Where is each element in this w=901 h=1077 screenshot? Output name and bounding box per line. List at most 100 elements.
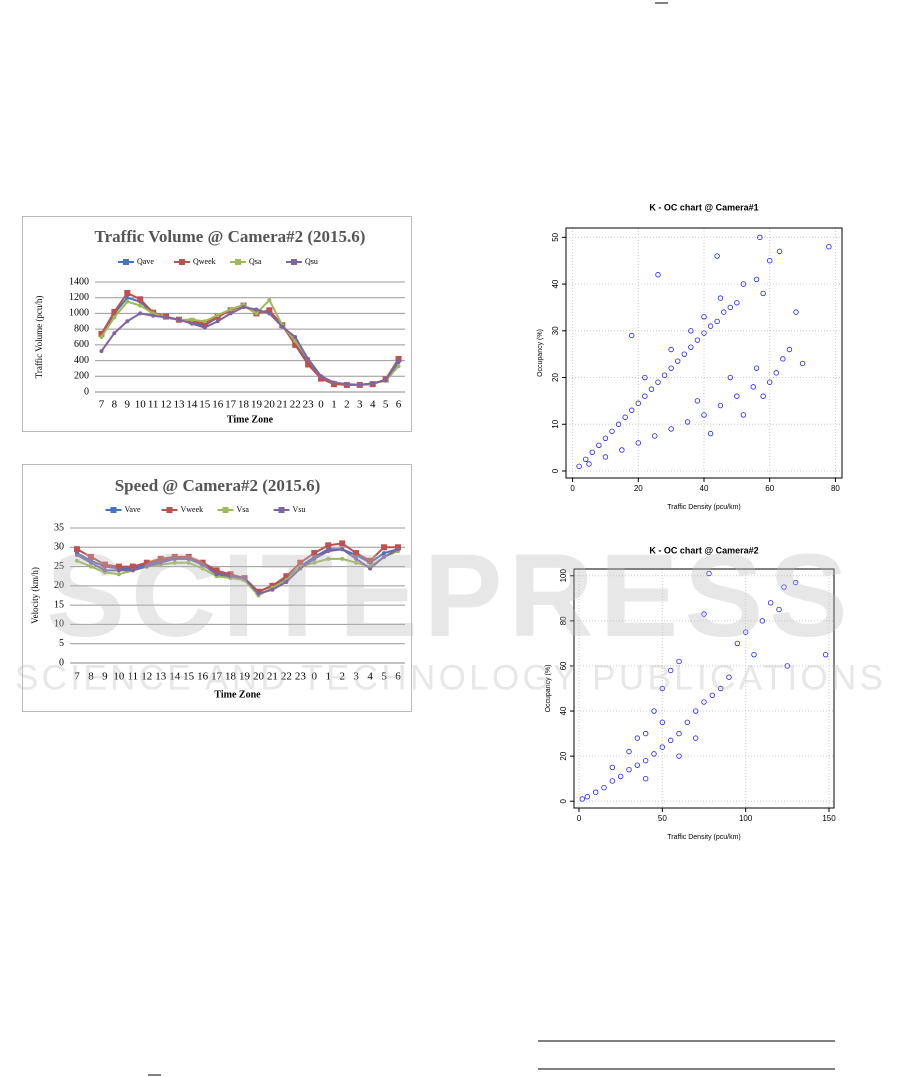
data-point <box>781 584 787 590</box>
x-tick-label: 20 <box>264 399 276 411</box>
data-point <box>642 757 649 764</box>
legend-marker <box>179 259 185 265</box>
data-point <box>189 321 194 326</box>
y-tick-label: 0 <box>551 468 560 473</box>
data-point <box>99 349 104 354</box>
data-point <box>773 370 779 376</box>
data-point <box>306 357 311 361</box>
x-tick-label: 15 <box>199 399 211 411</box>
data-point <box>706 570 712 577</box>
data-point <box>214 572 219 577</box>
data-point <box>74 558 79 563</box>
data-point <box>727 374 733 381</box>
data-point <box>202 325 207 330</box>
data-point <box>353 550 360 557</box>
y-axis-label: Occupancy (%) <box>537 329 544 377</box>
data-point <box>381 544 388 551</box>
data-point <box>589 449 595 455</box>
data-point <box>213 567 220 574</box>
x-tick-label: 20 <box>253 671 265 683</box>
chart-frame <box>22 464 412 712</box>
data-point <box>626 766 632 773</box>
data-point <box>688 328 694 334</box>
data-point <box>615 421 622 427</box>
x-tick-label: 23 <box>303 399 315 411</box>
x-tick-label: 13 <box>155 671 167 683</box>
data-point <box>176 317 181 322</box>
data-point <box>767 600 774 606</box>
data-point <box>609 778 616 784</box>
x-tick-label: 12 <box>161 399 172 411</box>
data-point <box>721 309 727 315</box>
data-point <box>684 719 691 726</box>
data-point <box>652 433 658 439</box>
y-tick-label: 15 <box>54 599 64 610</box>
x-tick-label: 3 <box>357 399 363 411</box>
data-point <box>629 407 635 413</box>
data-point <box>688 344 694 350</box>
data-point <box>717 685 724 692</box>
x-tick-label: 100 <box>739 814 753 823</box>
data-point <box>130 568 135 573</box>
data-point <box>655 272 661 278</box>
y-tick-label: 20 <box>551 373 560 382</box>
data-point <box>201 320 208 327</box>
x-tick-label: 22 <box>281 671 292 683</box>
data-point <box>318 375 325 382</box>
data-point <box>396 358 401 363</box>
watermark-subtitle: SCIENCE AND TECHNOLOGY PUBLICATIONS <box>15 658 885 697</box>
x-tick-label: 16 <box>197 671 209 683</box>
data-point <box>701 314 707 320</box>
data-point <box>776 606 782 613</box>
y-axis-label: Occupancy (%) <box>545 665 552 713</box>
legend-label: Qsu <box>305 257 318 266</box>
data-point <box>579 796 586 802</box>
y-tick-label: 600 <box>74 339 89 350</box>
data-point <box>767 258 773 264</box>
x-tick-label: 6 <box>396 399 402 411</box>
y-tick-label: 40 <box>559 706 568 715</box>
x-tick-label: 8 <box>88 671 94 683</box>
data-point <box>164 315 169 320</box>
y-tick-label: 10 <box>551 419 560 428</box>
data-point <box>354 560 359 565</box>
data-point <box>676 658 682 665</box>
legend-marker <box>278 507 285 513</box>
x-tick-label: 8 <box>112 399 118 411</box>
data-point <box>668 365 674 371</box>
data-point <box>667 737 674 744</box>
data-point <box>634 762 641 768</box>
data-point <box>111 308 118 315</box>
data-point <box>701 412 707 418</box>
y-tick-label: 800 <box>74 323 89 334</box>
legend-label: Qave <box>137 257 154 266</box>
x-tick-label: 50 <box>658 814 667 823</box>
data-point <box>750 384 756 390</box>
x-tick-label: 150 <box>822 814 836 823</box>
data-point <box>340 547 345 552</box>
data-point <box>266 307 273 314</box>
data-point <box>144 564 149 569</box>
data-point <box>742 629 749 635</box>
data-point <box>298 566 303 571</box>
x-tick-label: 0 <box>312 671 318 683</box>
legend-label: Qweek <box>193 257 216 266</box>
data-point <box>751 651 757 658</box>
data-point <box>115 563 122 570</box>
data-point <box>129 563 136 570</box>
data-point <box>88 560 93 565</box>
data-point <box>368 566 373 571</box>
data-point <box>138 311 143 316</box>
data-point <box>757 234 763 241</box>
data-point <box>116 568 121 573</box>
x-tick-label: 10 <box>113 671 125 683</box>
y-tick-label: 20 <box>54 580 64 591</box>
data-point <box>137 296 144 303</box>
y-tick-label: 50 <box>551 232 560 241</box>
data-point <box>396 547 401 552</box>
data-point <box>102 568 107 573</box>
watermark-title: SCITEPRESS <box>46 530 854 662</box>
data-point <box>642 775 649 782</box>
x-tick-label: 19 <box>239 671 251 683</box>
data-point <box>98 330 105 337</box>
